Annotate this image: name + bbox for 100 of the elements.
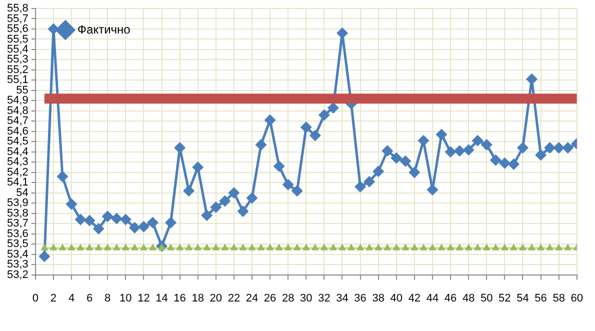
point — [239, 244, 247, 250]
x-tick-label: 18 — [192, 292, 204, 304]
y-tick-label: 55,3 — [6, 54, 28, 66]
x-tick-label: 40 — [390, 292, 403, 304]
x-tick-label: 60 — [570, 292, 584, 304]
point — [203, 244, 210, 250]
point — [39, 251, 50, 262]
point — [481, 139, 492, 150]
point — [366, 244, 373, 250]
point — [356, 244, 364, 250]
point — [338, 244, 346, 250]
y-tick-label: 55,2 — [6, 64, 28, 76]
y-tick-label: 54,7 — [6, 115, 28, 128]
point — [454, 146, 465, 156]
x-tick-label: 12 — [138, 292, 150, 304]
point — [167, 244, 174, 250]
point — [75, 214, 86, 225]
point — [57, 171, 68, 182]
point — [490, 154, 501, 166]
point — [210, 202, 222, 212]
point — [463, 144, 474, 156]
point — [562, 142, 574, 154]
point — [86, 244, 94, 250]
point — [472, 135, 483, 146]
x-tick-label: 30 — [300, 292, 312, 304]
point — [174, 142, 186, 154]
point — [508, 158, 519, 170]
x-tick-label: 14 — [156, 292, 168, 304]
y-tick-label: 53,9 — [6, 197, 28, 210]
point — [374, 244, 382, 250]
point — [202, 210, 212, 221]
y-tick-label: 53,3 — [6, 258, 28, 271]
point — [284, 244, 292, 250]
point — [373, 166, 384, 177]
point — [58, 244, 66, 250]
point — [113, 244, 120, 250]
point — [456, 244, 464, 250]
x-tick-label: 48 — [462, 292, 475, 304]
x-tick-label: 42 — [408, 292, 421, 304]
point — [501, 244, 508, 250]
x-tick-label: 28 — [282, 292, 294, 304]
point — [537, 244, 544, 250]
x-tick-label: 56 — [534, 292, 547, 304]
point — [68, 244, 76, 250]
point — [418, 135, 429, 146]
y-tick-label: 53,4 — [6, 248, 28, 260]
point — [294, 244, 301, 250]
point — [111, 213, 122, 224]
y-tick-label: 55,8 — [6, 2, 28, 15]
point — [257, 244, 265, 250]
x-tick-label: 16 — [174, 292, 186, 304]
point — [447, 244, 454, 250]
point — [312, 244, 319, 250]
y-tick-label: 54,6 — [6, 125, 28, 138]
point — [95, 244, 102, 250]
point — [320, 244, 328, 250]
point — [438, 244, 446, 250]
x-tick-label: 52 — [498, 292, 511, 304]
point — [427, 184, 438, 196]
point — [256, 139, 266, 150]
point — [40, 244, 48, 250]
y-tick-label: 54,3 — [6, 156, 28, 168]
x-tick-label: 34 — [336, 292, 348, 304]
y-tick-label: 53,8 — [6, 207, 28, 220]
point — [129, 222, 140, 233]
x-tick-label: 2 — [50, 292, 57, 304]
x-tick-label: 10 — [120, 292, 132, 304]
point — [184, 186, 194, 196]
point — [274, 160, 284, 172]
x-tick-label: 20 — [210, 292, 222, 304]
point — [420, 244, 427, 250]
y-tick-label: 53,6 — [6, 228, 28, 240]
y-tick-label: 55,5 — [6, 33, 28, 46]
point — [483, 244, 490, 250]
point — [492, 244, 500, 250]
x-tick-label: 22 — [228, 292, 240, 304]
point — [93, 223, 104, 234]
point — [300, 122, 312, 133]
point — [50, 244, 57, 250]
point — [402, 244, 409, 250]
point — [528, 244, 536, 250]
point — [302, 244, 310, 250]
x-tick-label: 46 — [444, 292, 457, 304]
point — [84, 215, 95, 226]
y-tick-label: 54 — [16, 186, 28, 199]
y-tick-label: 53,7 — [6, 218, 28, 230]
point — [544, 142, 556, 154]
point — [554, 142, 564, 154]
point — [192, 162, 204, 173]
x-tick-label: 0 — [32, 292, 38, 304]
point — [555, 244, 562, 250]
point — [149, 244, 156, 250]
y-tick-label: 55,4 — [6, 44, 28, 56]
point — [517, 142, 528, 154]
point — [409, 167, 420, 178]
point — [140, 244, 148, 250]
point — [48, 24, 59, 34]
point — [348, 244, 355, 250]
point — [564, 244, 572, 250]
point — [292, 186, 302, 196]
